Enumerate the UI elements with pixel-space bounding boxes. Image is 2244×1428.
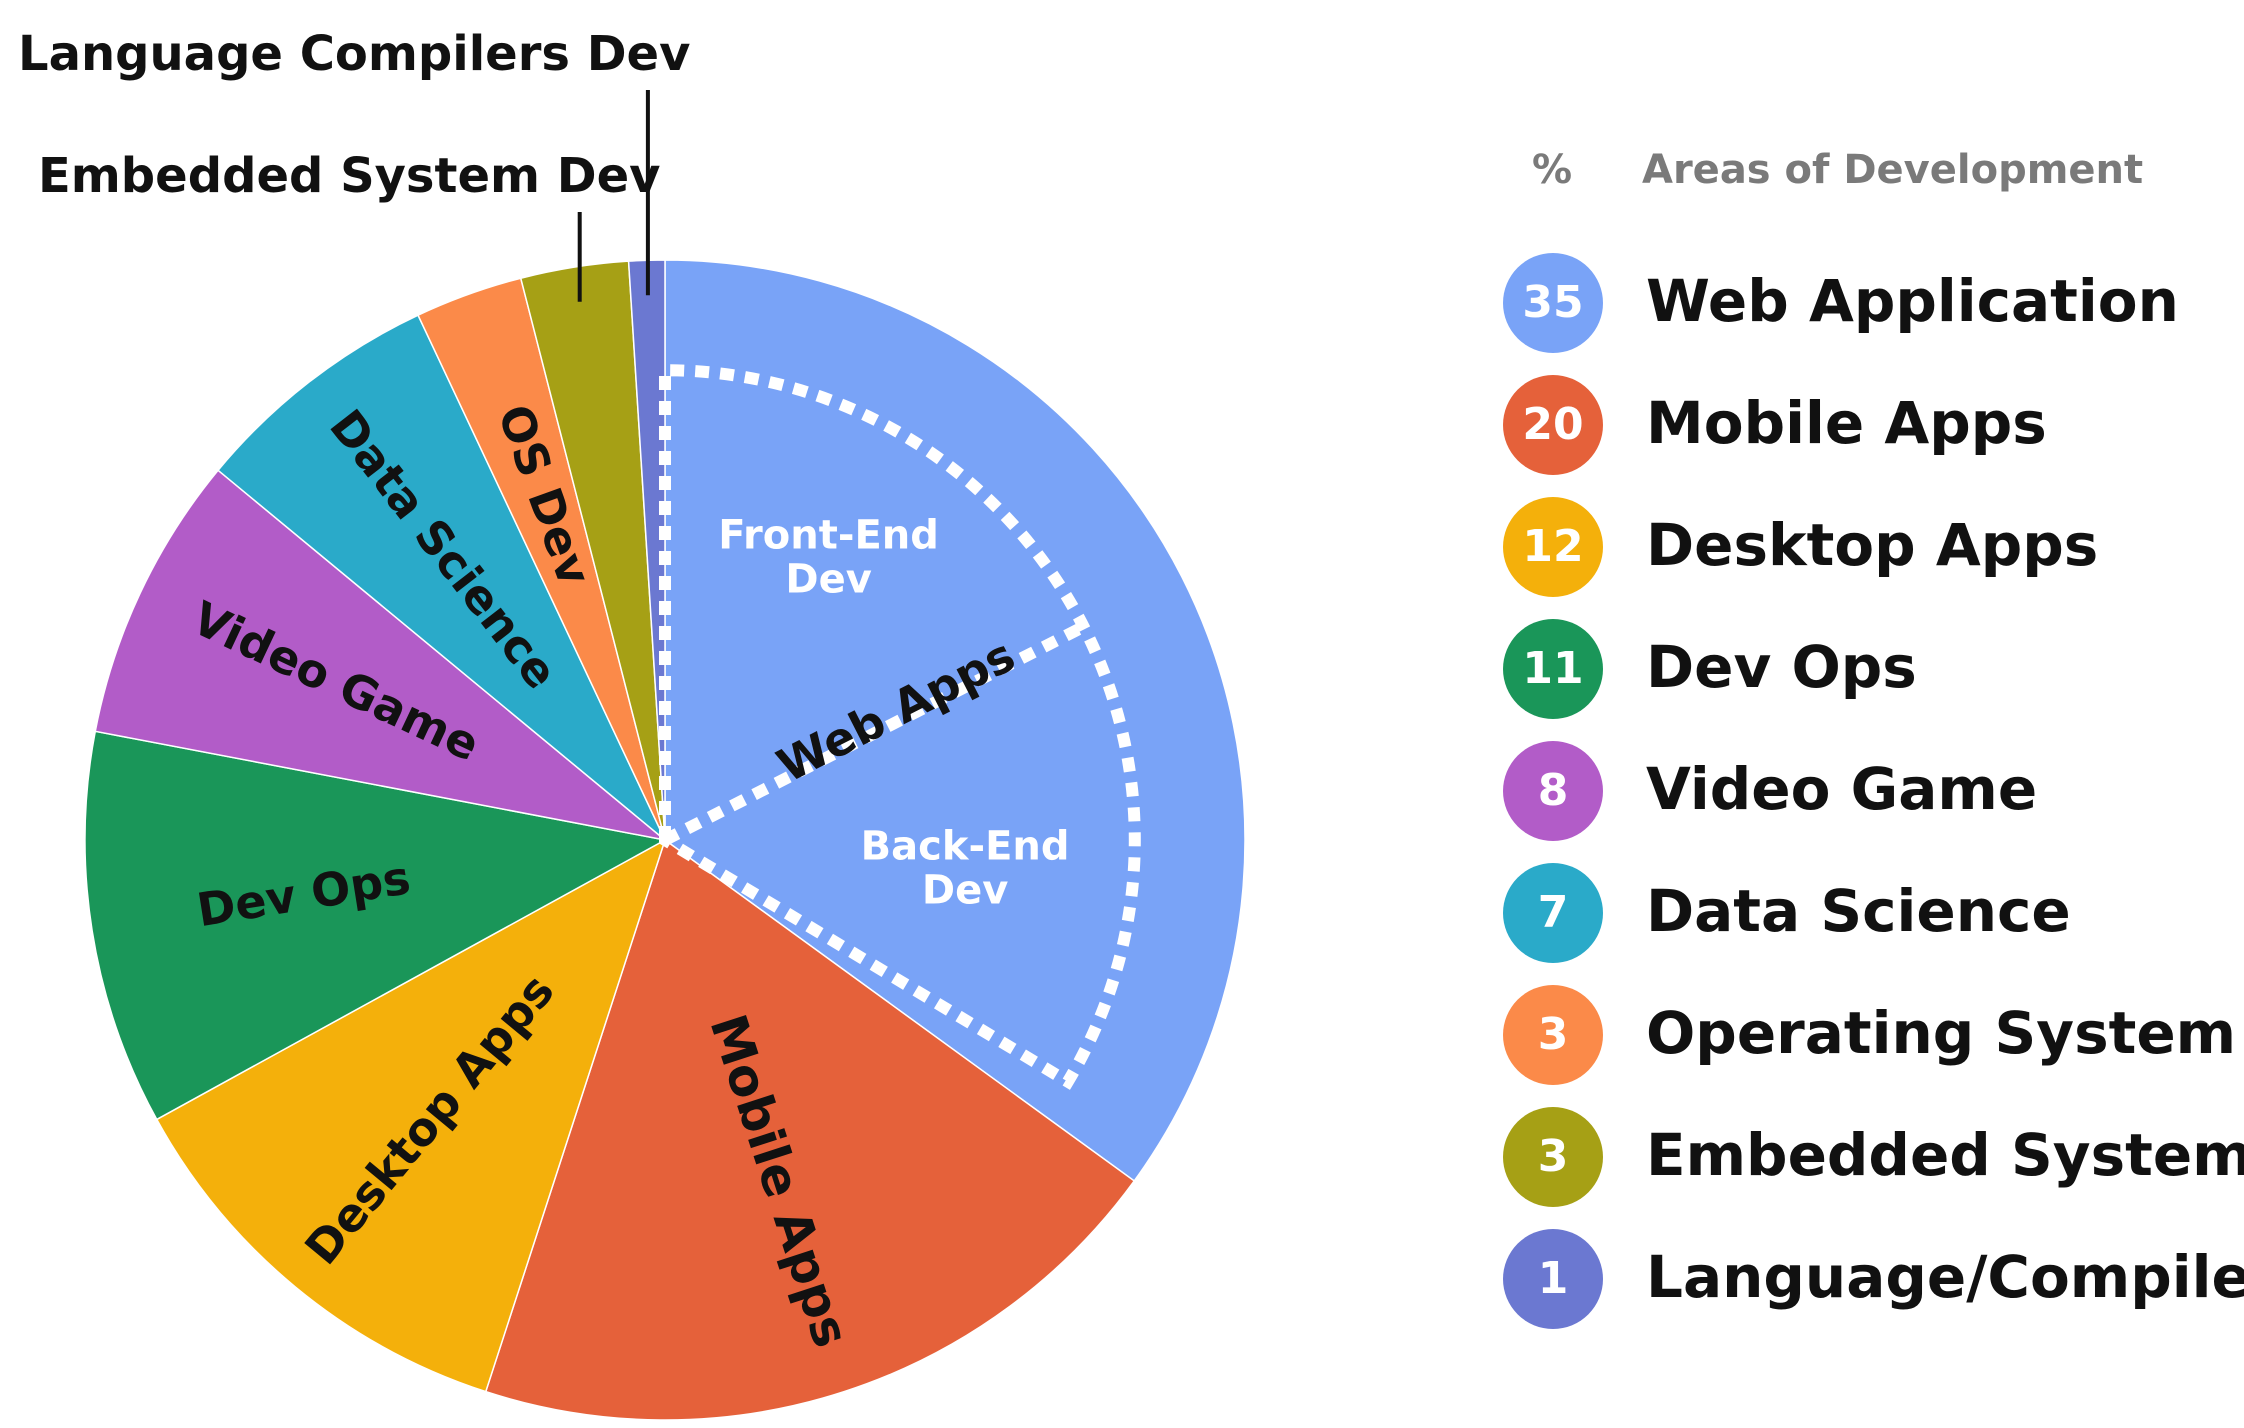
legend-percent-header: % [1532,147,1572,193]
pie-slices [84,259,1246,1421]
legend-label-operating-system: Operating System [1646,999,2236,1067]
legend-marker-web-application [1503,253,1603,353]
legend-label-dev-ops: Dev Ops [1646,633,1917,701]
legend-title: Areas of Development [1642,147,2143,193]
legend-label-mobile-apps: Mobile Apps [1646,389,2047,457]
legend-value-mobile-apps: 20 [1522,399,1583,450]
legend-value-desktop-apps: 12 [1522,521,1583,572]
legend-value-embedded-systems: 3 [1538,1131,1569,1182]
embedded-system-callout: Embedded System Dev [38,148,660,204]
legend-label-desktop-apps: Desktop Apps [1646,511,2098,579]
web-apps-dashed-outline [659,364,1141,1090]
language-compilers-callout: Language Compilers Dev [18,26,690,82]
legend-marker-dev-ops [1503,619,1603,719]
pie-slice-mobile-apps [484,838,1136,1421]
legend-marker-data-science [1503,863,1603,963]
legend-value-data-science: 7 [1538,887,1569,938]
legend-marker-mobile-apps [1503,375,1603,475]
legend-marker-video-game [1503,741,1603,841]
callouts: Language Compilers Dev Embedded System De… [18,26,690,302]
legend-label-embedded-systems: Embedded Systems [1646,1121,2244,1189]
legend-label-web-application: Web Application [1646,267,2179,335]
pie-slice-desktop-apps [155,838,667,1393]
pie-slice-video-game [94,469,666,841]
legend-value-web-application: 35 [1522,277,1583,328]
web-apps-part-2-line2: Dev [922,867,1008,913]
legend-label-language-compilers: Language/Compilers [1646,1243,2244,1311]
legend-value-language-compilers: 1 [1538,1253,1569,1304]
legend-marker-operating-system [1503,985,1603,1085]
legend-value-video-game: 8 [1538,765,1569,816]
web-apps-part-2-line1: Back-End [861,823,1070,869]
pie-slice-data-science [217,314,666,841]
web-apps-split-line [662,621,1087,846]
legend-value-dev-ops: 11 [1522,643,1583,694]
web-apps-part-1-line2: Dev [785,556,871,602]
legend-marker-embedded-systems [1503,1107,1603,1207]
legend-marker-language-compilers [1503,1229,1603,1329]
legend-items: 35 Web Application 20 Mobile Apps 12 Desktop … [1503,253,2244,1329]
legend-marker-desktop-apps [1503,497,1603,597]
web-apps-part-1-line1: Front-End [718,512,939,558]
pie-slice-dev-ops [84,730,668,1121]
legend: % Areas of Development 35 Web Application… [1503,147,2244,1329]
pie-slice-web-application [664,259,1246,1182]
legend-value-operating-system: 3 [1538,1009,1569,1060]
legend-label-video-game: Video Game [1646,755,2037,823]
legend-label-data-science: Data Science [1646,877,2071,945]
